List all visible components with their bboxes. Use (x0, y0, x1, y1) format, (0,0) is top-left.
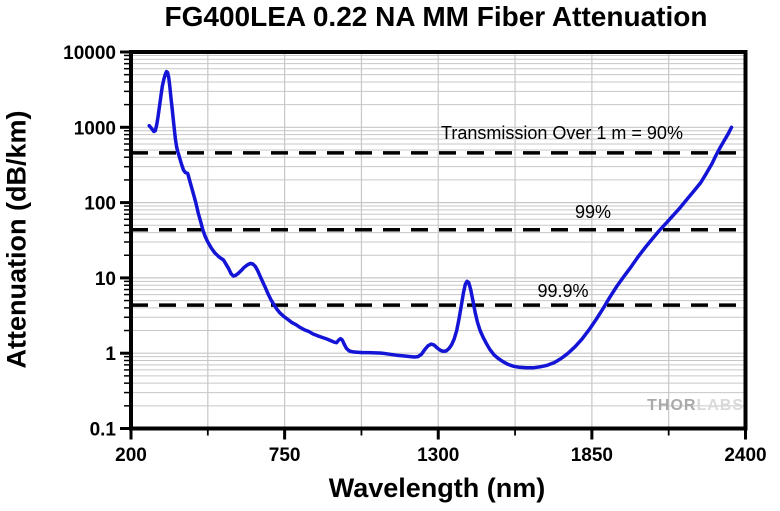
svg-text:200: 200 (115, 445, 147, 466)
thorlabs-logo-thor: THOR (647, 397, 697, 414)
annotation-transmission-90pct: Transmission Over 1 m = 90% (441, 123, 683, 143)
chart-title: FG400LEA 0.22 NA MM Fiber Attenuation (164, 1, 708, 32)
svg-text:10000: 10000 (63, 43, 116, 64)
svg-text:1850: 1850 (571, 445, 613, 466)
thorlabs-logo-labs: LABS (696, 397, 744, 414)
annotation-transmission-99pct: 99% (574, 202, 612, 222)
svg-text:0.1: 0.1 (90, 420, 117, 441)
svg-text:100: 100 (84, 194, 116, 215)
svg-text:1000: 1000 (74, 118, 116, 139)
annotation-transmission-99-9pct: 99.9% (537, 281, 589, 301)
svg-text:10: 10 (95, 269, 116, 290)
svg-text:1: 1 (105, 344, 116, 365)
svg-text:2400: 2400 (724, 445, 766, 466)
thorlabs-watermark: THORLABS (647, 397, 744, 415)
y-axis-label: Attenuation (dB/km) (1, 110, 32, 369)
x-axis-label: Wavelength (nm) (328, 473, 546, 503)
svg-text:750: 750 (269, 445, 301, 466)
svg-text:1300: 1300 (417, 445, 459, 466)
